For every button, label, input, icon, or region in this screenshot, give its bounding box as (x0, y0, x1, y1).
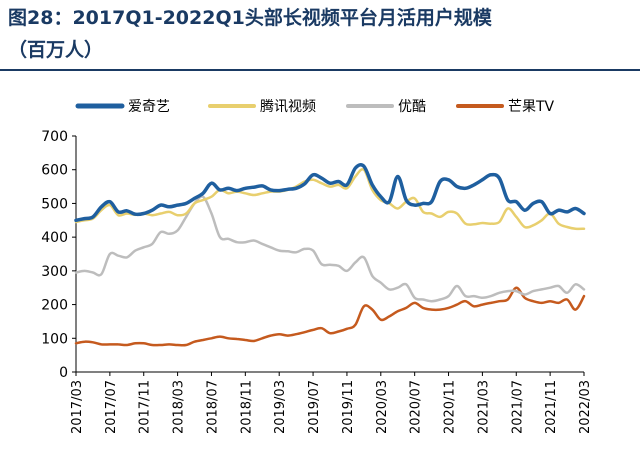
x-tick-label: 2019/03 (273, 380, 288, 434)
x-tick-label: 2017/07 (104, 380, 119, 434)
legend-label-1: 爱奇艺 (128, 98, 170, 115)
y-tick-label: 100 (41, 331, 68, 347)
x-tick-label: 2019/11 (341, 380, 356, 434)
title-divider (0, 69, 640, 71)
x-tick-label: 2021/03 (476, 380, 491, 434)
chart-title: 图28：2017Q1-2022Q1头部长视频平台月活用户规模 （百万人） (8, 2, 633, 66)
series-line-2 (74, 167, 586, 231)
y-tick-label: 700 (41, 129, 68, 145)
x-tick-label: 2022/03 (578, 380, 593, 434)
x-tick-label: 2020/11 (443, 380, 458, 434)
chart-title-line-1: 图28：2017Q1-2022Q1头部长视频平台月活用户规模 (8, 7, 492, 29)
y-tick-label: 400 (41, 230, 68, 246)
x-tick-label: 2020/07 (409, 380, 424, 434)
legend-label-2: 腾讯视频 (260, 98, 316, 115)
x-tick-label: 2020/03 (375, 380, 390, 434)
y-tick-label: 500 (41, 196, 68, 212)
legend-label-3: 优酷 (398, 99, 426, 115)
x-tick-label: 2021/11 (544, 380, 559, 434)
x-tick-label: 2017/03 (70, 380, 85, 434)
x-tick-label: 2018/03 (172, 380, 187, 434)
x-tick-label: 2018/07 (205, 380, 220, 434)
y-tick-label: 600 (41, 163, 68, 179)
y-tick-label: 0 (59, 365, 68, 381)
series-line-4 (74, 286, 586, 347)
y-tick-label: 200 (41, 298, 68, 314)
y-tick-label: 300 (41, 264, 68, 280)
x-tick-label: 2019/07 (307, 380, 322, 434)
series-line-1 (74, 163, 586, 223)
x-tick-label: 2018/11 (239, 380, 254, 434)
legend-label-4: 芒果TV (508, 99, 555, 115)
chart-title-line-2: （百万人） (8, 39, 104, 61)
x-tick-label: 2017/11 (138, 380, 153, 434)
series-line-3 (74, 195, 586, 303)
x-tick-label: 2021/07 (510, 380, 525, 434)
